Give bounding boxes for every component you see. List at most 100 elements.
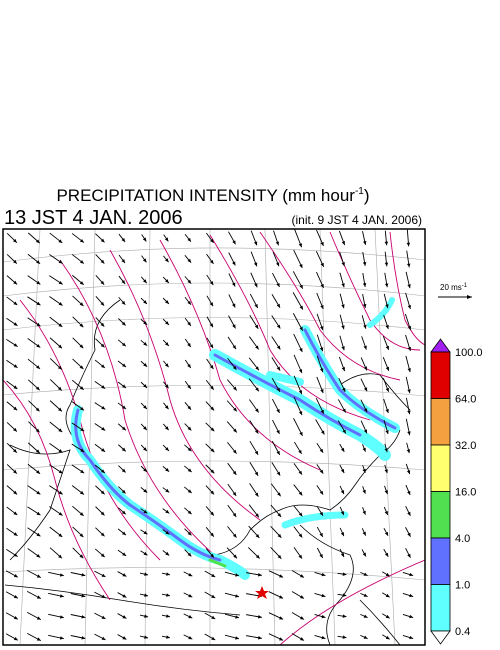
wind-arrow-head (210, 553, 214, 558)
wind-arrow-head (362, 510, 366, 515)
wind-arrow-head (232, 365, 237, 370)
wind-arrow-head (36, 280, 41, 285)
wind-arrow-head (363, 387, 368, 392)
colorbar-label: 64.0 (455, 394, 476, 406)
wind-arrow-head (13, 385, 18, 389)
wind-arrow-head (36, 470, 41, 474)
wind-arrow-head (279, 574, 284, 578)
wind-arrow-head (143, 426, 147, 431)
reference-arrow-head (467, 295, 472, 299)
wind-arrow-head (36, 322, 41, 327)
wind-arrow-head (232, 533, 237, 538)
wind-arrow-head (209, 344, 214, 349)
wind-arrow-head (276, 387, 280, 392)
wind-arrow-head (319, 448, 324, 453)
wind-arrow-head (321, 635, 326, 640)
wind-arrow-head (320, 305, 324, 310)
wind-arrow-head (209, 259, 214, 264)
colorbar-segment (430, 584, 451, 632)
lat-lon-grid (3, 229, 425, 645)
wind-arrow-head (385, 304, 389, 309)
wind-arrow-head (164, 237, 169, 242)
wind-arrow-head (341, 367, 345, 372)
wind-arrow-head (100, 238, 105, 243)
wind-arrow-head (13, 511, 18, 516)
wind-arrow-head (299, 637, 304, 641)
wind-arrow-head (384, 552, 389, 557)
wind-arrow-head (232, 449, 237, 454)
wind-arrow-head (165, 447, 169, 451)
wind-arrow-head (166, 635, 170, 639)
wind-arrow-head (384, 490, 388, 495)
wind-arrow-head (340, 447, 345, 452)
wind-arrow-head (58, 302, 63, 306)
wind-arrow-head (36, 553, 41, 558)
wind-arrow-head (122, 636, 127, 640)
wind-arrow-head (164, 258, 169, 263)
wind-arrow-head (35, 449, 40, 454)
wind-arrow-head (298, 369, 303, 374)
wind-arrow-head (340, 511, 344, 516)
wind-arrow-head (100, 469, 105, 474)
wind-arrow-head (277, 492, 281, 497)
wind-arrow-head (363, 614, 368, 618)
wind-arrow-head (187, 279, 192, 284)
wind-arrow-head (319, 347, 324, 352)
wind-arrow-head (79, 323, 84, 328)
wind-arrow-head (362, 468, 366, 473)
title-text: PRECIPITATION INTENSITY (mm hour (56, 186, 355, 205)
wind-arrow-head (341, 241, 345, 246)
wind-arrow-head (363, 572, 368, 576)
wind-arrow-head (164, 363, 169, 368)
wind-arrow-head (36, 490, 41, 495)
wind-arrow-head (121, 342, 126, 347)
wind-arrow-head (101, 636, 106, 640)
wind-arrow-head (58, 533, 63, 537)
wind-arrow-head (232, 324, 236, 329)
wind-arrow-head (121, 259, 126, 264)
wind-arrow-head (211, 636, 216, 640)
colorbar: 100.0 64.0 32.0 16.0 4.0 1.0 0.4 (430, 338, 483, 645)
wind-arrow-head (188, 614, 193, 619)
wind-arrow-head (100, 532, 105, 537)
wind-arrow-head (58, 554, 62, 559)
wind-arrow-head (59, 615, 64, 619)
wind-arrow-head (187, 405, 192, 410)
wind-arrow-head (385, 572, 390, 577)
wind-arrows (5, 229, 414, 642)
wind-arrow-head (363, 366, 367, 371)
wind-arrow-head (254, 429, 259, 434)
wind-arrow-head (122, 594, 127, 598)
wind-arrow-head (101, 594, 106, 598)
wind-arrow-head (100, 280, 105, 285)
wind-arrow-head (165, 530, 170, 535)
wind-arrow-head (143, 468, 147, 472)
wind-arrow-head (298, 512, 303, 517)
wind-arrow-head (165, 467, 170, 472)
wind-arrow-head (275, 262, 280, 267)
wind-arrow-head (299, 347, 303, 352)
wind-arrow-head (81, 573, 86, 577)
wind-arrow-head (143, 321, 148, 325)
wind-arrow-head (165, 551, 170, 556)
wind-arrow-head (409, 635, 414, 640)
wind-arrow-head (122, 552, 127, 556)
wind-arrow-head (298, 533, 303, 538)
colorbar-segment (430, 444, 451, 492)
wind-arrow-head (187, 426, 192, 431)
wind-arrow-head (298, 470, 303, 475)
wind-arrow-head (36, 595, 41, 599)
wind-arrow-head (276, 450, 280, 455)
wind-arrow-head (187, 237, 191, 242)
wind-arrow-head (81, 615, 86, 619)
wind-arrow-head (13, 553, 18, 557)
wind-arrow-head (385, 324, 389, 329)
wind-arrow-head (255, 513, 259, 518)
wind-arrow-head (58, 239, 63, 243)
wind-arrow-head (407, 431, 411, 436)
wind-arrow-head (57, 386, 62, 391)
wind-arrow-head (188, 593, 193, 598)
colorbar-over (430, 338, 451, 353)
wind-arrow-head (385, 366, 390, 371)
wind-arrow-head (165, 342, 169, 346)
